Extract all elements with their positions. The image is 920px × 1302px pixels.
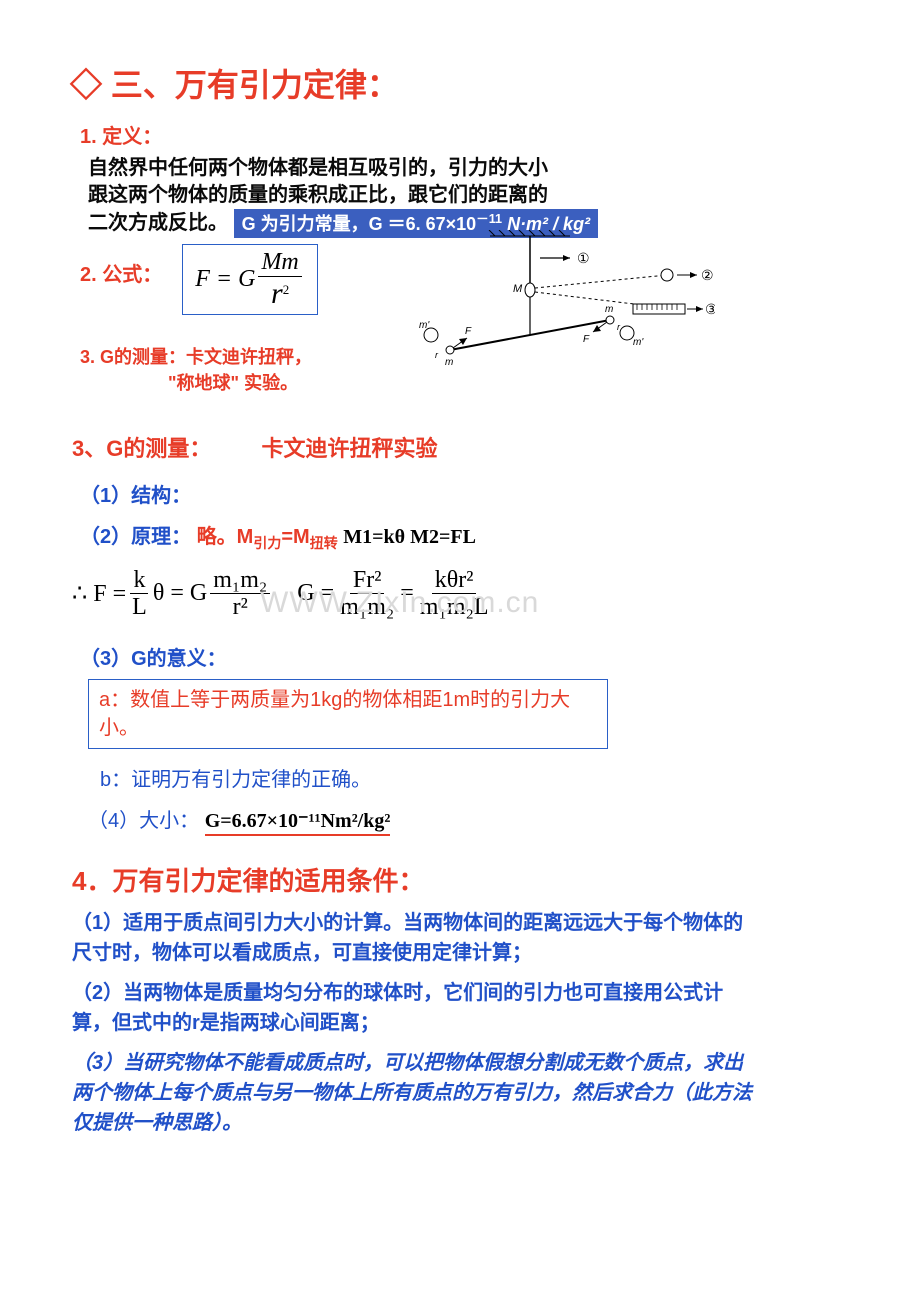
meaning-a-box: a：数值上等于两质量为1kg的物体相距1m时的引力大小。 xyxy=(88,679,608,749)
section3-heading: 3、G的测量： 卡文迪许扭秤实验 xyxy=(72,431,850,463)
diagram-mark-2: ② xyxy=(701,267,714,283)
diagram-mark-3: ③ xyxy=(705,301,715,317)
svg-text:m': m' xyxy=(633,337,644,348)
condition-1: （1）适用于质点间引力大小的计算。当两物体间的距离远远大于每个物体的尺寸时，物体… xyxy=(72,908,752,968)
derivation-row: ∴ F = kL θ = G m₁m₂r² G = Fr²m₁m₂ = kθr²… xyxy=(72,567,850,621)
condition-3: （3）当研究物体不能看成质点时，可以把物体假想分割成无数个质点，求出两个物体上每… xyxy=(72,1048,752,1138)
svg-text:r: r xyxy=(435,350,439,360)
svg-text:F: F xyxy=(465,326,472,337)
svg-text:m': m' xyxy=(419,320,430,331)
svg-text:m: m xyxy=(445,357,453,368)
definition-label: 1. 定义： xyxy=(80,120,850,149)
formula-label: 2. 公式： xyxy=(80,258,162,287)
svg-text:F: F xyxy=(583,334,590,345)
definition-line1: 自然界中任何两个物体都是相互吸引的，引力的大小 xyxy=(88,155,850,182)
diagram-mark-1: ① xyxy=(577,250,590,266)
definition-line2: 跟这两个物体的质量的乘积成正比，跟它们的距离的 xyxy=(88,182,850,209)
meaning-b: b：证明万有引力定律的正确。 xyxy=(100,763,850,792)
s3-principle: （2）原理： 略。M引力=M扭转 M1=kθ M2=FL xyxy=(80,520,850,553)
condition-2: （2）当两物体是质量均匀分布的球体时，它们间的引力也可直接用公式计算，但式中的r… xyxy=(72,978,752,1038)
page-title: ◇ 三、万有引力定律： xyxy=(70,60,850,106)
section4-heading: 4．万有引力定律的适用条件： xyxy=(72,861,850,898)
s3-meaning-label: （3）G的意义： xyxy=(80,642,850,671)
svg-text:M: M xyxy=(513,283,523,295)
svg-text:m: m xyxy=(605,304,613,315)
cavendish-diagram: ① M ② ③ m m m' m' F F r r xyxy=(405,230,715,380)
formula-box: F = G Mm r2 xyxy=(182,244,318,314)
size-line: （4）大小： G=6.67×10⁻¹¹Nm²/kg² xyxy=(88,804,850,833)
s3-structure: （1）结构： xyxy=(80,479,850,508)
